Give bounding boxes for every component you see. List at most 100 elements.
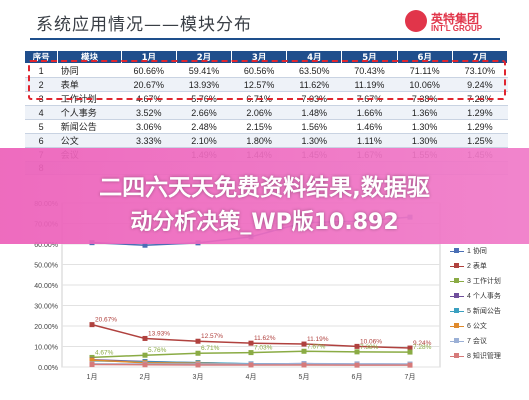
y-tick-label: 30.00%: [34, 304, 58, 311]
table-cell: 3.52%: [121, 105, 177, 120]
legend-marker: [454, 292, 459, 298]
data-point: [89, 357, 95, 363]
table-cell: 公文: [57, 133, 122, 148]
table-row: 4 个人事务 3.52% 2.66% 2.06% 1.48% 1.66% 1.36% 1.29%: [24, 105, 508, 120]
legend-item: 4 个人事务: [450, 289, 525, 304]
data-label: 12.57%: [201, 333, 223, 340]
table-cell: 1.25%: [452, 133, 508, 148]
table-cell: 新闻公告: [57, 119, 122, 134]
table-cell: 1.30%: [286, 133, 342, 148]
legend-swatch: [450, 337, 464, 343]
table-cell: 3.06%: [121, 119, 177, 134]
data-point: [195, 338, 201, 344]
x-tick-label: 1月: [87, 373, 98, 381]
data-label: 9.24%: [413, 340, 432, 347]
data-label: 11.62%: [254, 335, 276, 342]
table-row: 2 表单 20.67% 13.93% 12.57% 11.62% 11.19% 10.06% 9…: [24, 77, 508, 92]
overlay-banner[interactable]: 二四六天天免费资料结果,数据驱 动分析决策_WP版10.892: [0, 148, 529, 244]
x-tick-label: 7月: [405, 373, 416, 381]
logo-icon: [405, 10, 427, 32]
table-cell: 表单: [57, 77, 122, 92]
legend-item: 3 工作计划: [450, 274, 525, 289]
data-label: 4.67%: [95, 349, 114, 356]
legend-swatch: [450, 247, 464, 253]
table-cell: 1.30%: [397, 119, 453, 134]
banner-text-line1: 二四六天天免费资料结果,数据驱: [99, 175, 430, 201]
table-cell: 2.66%: [176, 105, 232, 120]
table-cell: 2.48%: [176, 119, 232, 134]
data-point: [195, 350, 201, 356]
x-tick-label: 2月: [140, 373, 151, 381]
y-tick-label: 20.00%: [34, 324, 58, 331]
page-title: 系统应用情况——模块分布: [36, 15, 252, 35]
legend-item: 1 协同: [450, 244, 525, 259]
x-tick-label: 6月: [352, 373, 363, 381]
x-tick-label: 3月: [193, 373, 204, 381]
data-label: 6.71%: [201, 345, 220, 352]
data-point: [301, 348, 307, 354]
data-point: [142, 242, 148, 248]
data-point: [407, 345, 413, 351]
legend-label: 8 知识管理: [467, 353, 501, 360]
table-cell: 1.66%: [341, 105, 398, 120]
data-point: [89, 322, 95, 328]
table-cell: 11.62%: [286, 77, 342, 92]
legend-marker: [454, 262, 459, 268]
table-cell: 60.66%: [121, 63, 177, 78]
table-cell: 59.41%: [176, 63, 232, 78]
table-cell: 13.93%: [176, 77, 232, 92]
legend-swatch: [450, 292, 464, 298]
data-point: [354, 343, 360, 349]
data-point: [142, 362, 148, 368]
table-cell: 1.29%: [452, 119, 508, 134]
legend-marker: [454, 277, 459, 283]
legend-item: 7 会议: [450, 334, 525, 349]
table-cell: 1.30%: [397, 133, 453, 148]
data-point: [354, 349, 360, 355]
table-cell: 2.15%: [231, 119, 287, 134]
highlight-box: [28, 60, 506, 100]
table-row: 5 新闻公告 3.06% 2.48% 2.15% 1.56% 1.46% 1.30% 1.29%: [24, 119, 508, 134]
y-tick-label: 10.00%: [34, 345, 58, 352]
header: 系统应用情况——模块分布 英特集团 INT'L GROUP: [0, 0, 529, 50]
legend-label: 1 协同: [467, 248, 487, 255]
table-cell: 70.43%: [341, 63, 398, 78]
table-cell: 12.57%: [231, 77, 287, 92]
data-label: 10.06%: [360, 338, 382, 345]
legend-item: 8 知识管理: [450, 349, 525, 364]
legend-marker: [454, 337, 459, 343]
table-cell: 1: [24, 63, 58, 78]
table-cell: 2.06%: [231, 105, 287, 120]
data-point: [89, 362, 95, 368]
logo-subtext: INT'L GROUP: [431, 24, 483, 33]
table-cell: 1.46%: [341, 119, 398, 134]
table-cell: 个人事务: [57, 105, 122, 120]
data-point: [301, 362, 307, 368]
table-cell: 1.11%: [341, 133, 398, 148]
table-cell: 9.24%: [452, 77, 508, 92]
y-tick-label: 0.00%: [38, 365, 58, 372]
company-logo: 英特集团 INT'L GROUP: [405, 10, 505, 36]
data-point: [301, 341, 307, 347]
y-tick-label: 60.00%: [34, 242, 58, 249]
table-cell: 1.36%: [397, 105, 453, 120]
table-cell: 2: [24, 77, 58, 92]
data-label: 7.03%: [254, 345, 273, 352]
table-row: 1 协同 60.66% 59.41% 60.56% 63.50% 70.43% 71.11% 7…: [24, 63, 508, 78]
data-point: [248, 350, 254, 356]
legend-label: 2 表单: [467, 263, 487, 270]
title-underline: [30, 38, 500, 40]
logo-text: 英特集团: [431, 12, 480, 26]
legend-swatch: [450, 322, 464, 328]
legend-label: 4 个人事务: [467, 293, 501, 300]
legend-label: 6 公文: [467, 323, 487, 330]
table-row: 6 公文 3.33% 2.10% 1.80% 1.30% 1.11% 1.30% 1.25%: [24, 133, 508, 148]
data-label: 7.67%: [307, 343, 326, 350]
table-cell: 5: [24, 119, 58, 134]
table-cell: 71.11%: [397, 63, 453, 78]
table-cell: 1.29%: [452, 105, 508, 120]
legend-marker: [454, 307, 459, 313]
table-cell: 60.56%: [231, 63, 287, 78]
data-point: [195, 362, 201, 368]
x-tick-label: 5月: [299, 373, 310, 381]
